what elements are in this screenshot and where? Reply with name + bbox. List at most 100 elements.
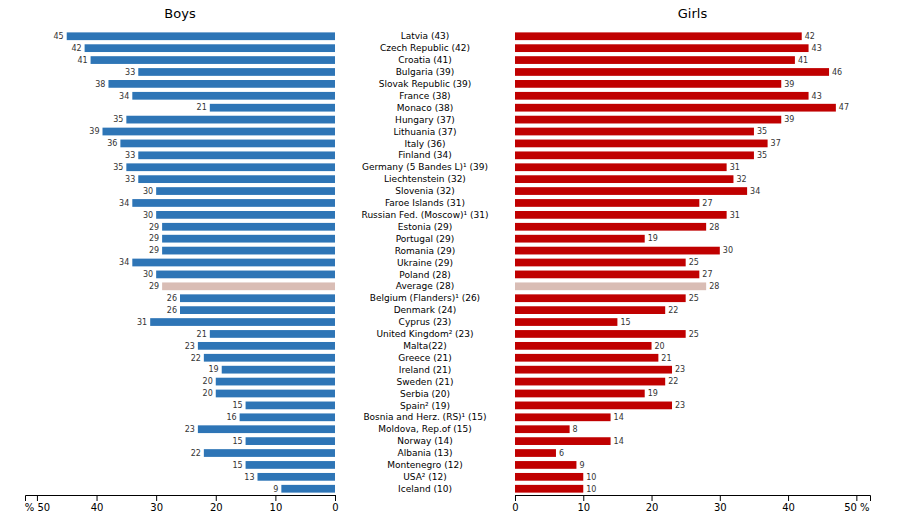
data-label: 41: [77, 56, 87, 65]
category-label: Slovak Republic (39): [379, 79, 471, 89]
data-label: 15: [232, 461, 242, 470]
data-label: 42: [805, 32, 815, 41]
bar: [515, 473, 583, 481]
chart-container: Boys454241333834213539363335333034302929…: [0, 0, 907, 525]
title: Girls: [678, 6, 708, 21]
bar: [515, 425, 570, 433]
tick: 10: [577, 495, 590, 513]
data-label: 21: [197, 103, 207, 112]
bar: [515, 461, 576, 469]
category-label: Denmark (24): [394, 305, 457, 315]
category-label: Hungary (37): [395, 115, 455, 125]
bar: [204, 354, 335, 362]
bar: [515, 449, 556, 457]
bar: [515, 68, 829, 76]
data-label: 33: [125, 175, 135, 184]
data-label: 46: [832, 68, 842, 77]
bar: [515, 306, 665, 314]
tick: 50 %: [844, 495, 869, 513]
category-label: Romania (29): [395, 246, 456, 256]
bar: [246, 402, 335, 410]
data-label: 6: [559, 449, 564, 458]
category-label: Norway (14): [397, 436, 452, 446]
bar: [515, 199, 699, 207]
bar: [515, 116, 781, 124]
data-label: 37: [771, 139, 781, 148]
bar: [515, 104, 836, 112]
category-label: Portugal (29): [396, 234, 455, 244]
data-label: 47: [839, 103, 849, 112]
tick-label: 0: [332, 502, 338, 513]
title: Boys: [164, 6, 196, 21]
category-label: Germany (5 Bandes L)¹ (39): [362, 162, 488, 172]
category-label: USA² (12): [403, 472, 447, 482]
bar: [150, 318, 335, 326]
category-label: Estonia (29): [398, 222, 452, 232]
tick: 20: [646, 495, 659, 513]
data-label: 19: [209, 365, 219, 374]
data-label: 21: [197, 330, 207, 339]
bar: [156, 271, 335, 279]
data-label: 10: [586, 473, 596, 482]
tick: 40: [91, 495, 104, 513]
bar: [281, 485, 335, 493]
category-label: Bosnia and Herz. (RS)¹ (15): [363, 412, 486, 422]
data-label: 23: [185, 425, 195, 434]
tick-label: 20: [646, 502, 659, 513]
category-label: Montenegro (12): [387, 460, 462, 470]
bar: [258, 473, 336, 481]
data-labels: 4243414639434739353735313234273128193025…: [559, 32, 849, 493]
category-label: Croatia (41): [398, 55, 452, 65]
bar: [515, 330, 686, 338]
tick-mark: [37, 495, 38, 501]
category-label: Ireland (21): [399, 365, 451, 375]
data-label: 32: [736, 175, 746, 184]
data-label: 9: [273, 485, 278, 494]
category-labels: Latvia (43)Czech Republic (42)Croatia (4…: [362, 31, 489, 493]
tick-label: 40: [782, 502, 795, 513]
bar: [515, 175, 733, 183]
bar: [515, 211, 727, 219]
bar: [515, 223, 706, 231]
tick-label: 50 %: [844, 502, 869, 513]
data-label: 34: [750, 187, 760, 196]
bar: [162, 235, 335, 243]
data-label: 14: [614, 413, 624, 422]
bar: [120, 140, 335, 148]
bar: [162, 247, 335, 255]
data-label: 35: [113, 163, 123, 172]
data-label: 25: [689, 258, 699, 267]
category-label: Belgium (Flanders)¹ (26): [370, 293, 480, 303]
bar: [515, 128, 754, 136]
x-axis: 01020304050 %: [512, 495, 870, 513]
data-label: 29: [149, 234, 159, 243]
tick-label: 30: [150, 502, 163, 513]
bar: [515, 366, 672, 374]
bar: [246, 437, 335, 445]
data-label: 26: [167, 306, 177, 315]
bar: [515, 342, 652, 350]
bar: [515, 235, 645, 243]
tick-mark: [788, 495, 789, 501]
tick-label: 20: [210, 502, 223, 513]
data-label: 20: [203, 377, 213, 386]
data-label: 23: [185, 342, 195, 351]
data-labels: 4542413338342135393633353330343029292934…: [54, 32, 279, 493]
data-label: 29: [149, 246, 159, 255]
data-label: 39: [784, 80, 794, 89]
data-label: 14: [614, 437, 624, 446]
category-label: United Kingdom² (23): [376, 329, 473, 339]
data-label: 20: [655, 342, 665, 351]
bar: [515, 92, 809, 100]
data-label: 30: [723, 246, 733, 255]
data-label: 8: [573, 425, 578, 434]
bar: [108, 80, 335, 88]
category-label: Moldova, Rep.of (15): [378, 424, 472, 434]
bar: [180, 306, 335, 314]
data-label: 43: [812, 44, 822, 53]
tick-mark: [720, 495, 721, 501]
data-label: 22: [191, 449, 201, 458]
category-label: Serbia (20): [400, 389, 450, 399]
data-label: 22: [668, 306, 678, 315]
bar: [515, 151, 754, 159]
